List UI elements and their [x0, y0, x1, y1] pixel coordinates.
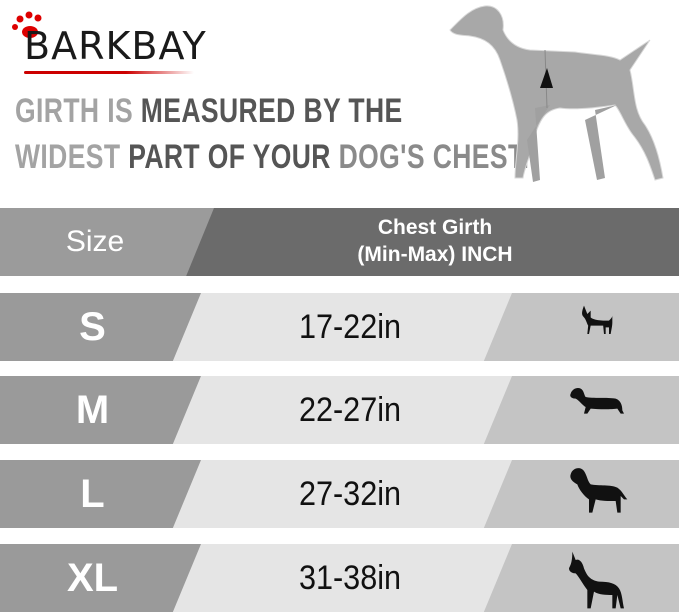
size-label: S [79, 304, 106, 349]
girth-value: 31-38in [298, 558, 402, 597]
logo-underline [24, 71, 194, 74]
size-row-xl: XL 31-38in [0, 544, 679, 612]
headline-text: PART OF YOUR [128, 138, 339, 176]
brand-name: BARKBAY [24, 24, 207, 68]
paw-icon [12, 11, 42, 38]
great-dane-silhouette-icon [569, 551, 624, 609]
headline-text: WIDEST [15, 138, 129, 176]
size-label: XL [66, 555, 119, 600]
size-label: L [80, 471, 105, 516]
dog-measurement-icon [449, 5, 664, 182]
dachshund-silhouette-icon [570, 388, 624, 414]
header-size: Size [65, 225, 125, 258]
table-header: Size Chest Girth (Min-Max) INCH [0, 208, 679, 276]
headline-line-2: WIDEST PART OF YOUR DOG'S CHEST. [15, 138, 529, 177]
brand-logo: BARKBAY [10, 10, 206, 74]
size-label: M [75, 387, 110, 432]
headline-text: MEASURED BY THE [140, 92, 403, 130]
girth-value: 17-22in [298, 307, 402, 346]
size-row-s: S 17-22in [0, 293, 679, 361]
size-row-m: M 22-27in [0, 376, 679, 444]
girth-value: 27-32in [298, 474, 402, 513]
girth-value: 22-27in [298, 390, 402, 429]
header-chest-girth: Chest Girth (Min-Max) INCH [300, 214, 570, 268]
size-row-l: L 27-32in [0, 460, 679, 528]
headline-text: DOG'S CHEST. [338, 138, 530, 176]
headline-line-1: GIRTH IS MEASURED BY THE [15, 92, 403, 131]
labrador-silhouette-icon [570, 468, 628, 513]
header-girth-unit: (Min-Max) INCH [357, 243, 513, 266]
headline-text: GIRTH IS [15, 92, 141, 130]
chihuahua-silhouette-icon [582, 305, 613, 334]
header-girth-title: Chest Girth [377, 216, 493, 239]
